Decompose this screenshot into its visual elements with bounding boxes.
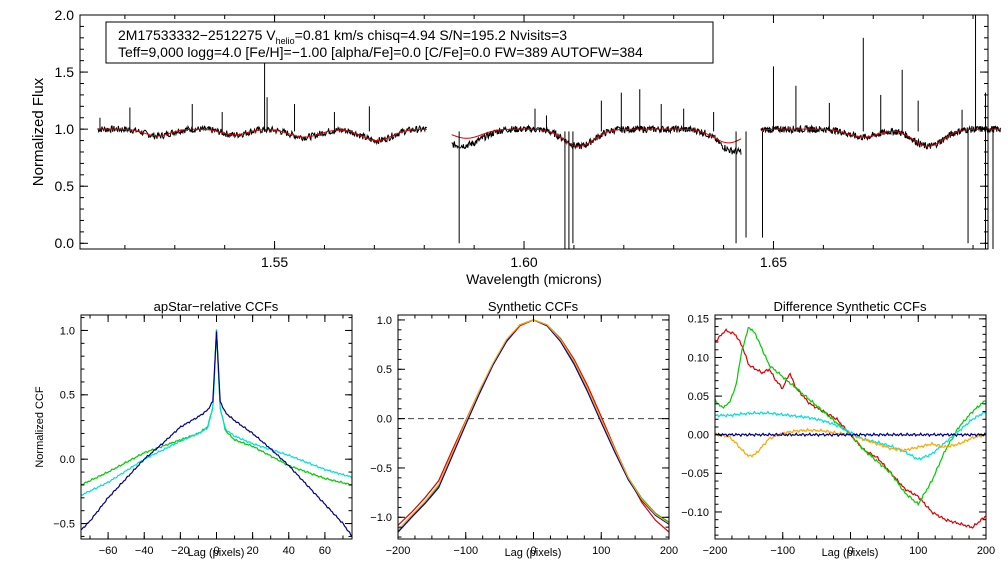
series-line-synthetic-green — [397, 319, 670, 533]
x-tick-label: 40 — [283, 545, 295, 557]
y-tick-label: 2.0 — [55, 7, 75, 23]
y-tick-label: 0.10 — [688, 352, 709, 364]
x-tick-label: 1.60 — [510, 254, 537, 270]
synthetic-ccf-series-layer — [397, 319, 670, 533]
x-tick-label: 1.65 — [760, 254, 787, 270]
series-line-visit-1 — [80, 329, 353, 486]
y-tick-label: −0.05 — [681, 468, 709, 480]
apstar-ccf-title: apStar−relative CCFs — [154, 299, 279, 314]
model-spectrum — [451, 128, 742, 147]
synthetic-ccf-xlabel: Lag (pixels) — [505, 547, 562, 559]
x-tick-label: −100 — [770, 545, 795, 557]
x-tick-label: 200 — [977, 545, 995, 557]
spectrum-plot-frame — [79, 14, 989, 250]
y-tick-label: 0.05 — [688, 391, 709, 403]
y-tick-label: −0.5 — [370, 463, 392, 475]
y-tick-label: 0.5 — [377, 364, 392, 376]
y-tick-label: 0.0 — [377, 413, 392, 425]
y-tick-label: 0.00 — [688, 430, 709, 442]
x-tick-label: 20 — [247, 545, 259, 557]
apstar-ccf-panel: −60 −40 −20 0 20 40 60 −0.5 0.0 0.5 1.0 apStar−rel… — [34, 299, 353, 559]
x-tick-label: 0 — [530, 545, 536, 557]
y-tick-label: 0.15 — [688, 314, 709, 326]
spectrum-panel: 1.55 1.60 1.65 0.0 0.5 1.0 1.5 2.0 2M17533332−2… — [30, 7, 1001, 287]
apstar-ccf-series-layer — [80, 329, 353, 537]
x-tick-label: −100 — [453, 545, 478, 557]
series-line-synthetic-orange — [397, 319, 670, 531]
apstar-ccf-ylabel: Normalized CCF — [34, 386, 46, 468]
y-tick-label: 0.5 — [55, 178, 75, 194]
x-tick-label: 200 — [660, 545, 678, 557]
model-spectrum — [97, 128, 427, 142]
x-tick-label: 1.55 — [261, 254, 288, 270]
y-tick-label: 1.0 — [55, 121, 75, 137]
y-tick-label: 0.0 — [60, 454, 75, 466]
spectrum-info-line1: 2M17533332−2512275 Vhelio=0.81 km/s chis… — [118, 27, 567, 46]
series-line-synthetic-red — [397, 319, 670, 533]
x-tick-label: −200 — [386, 545, 411, 557]
difference-ccf-title: Difference Synthetic CCFs — [774, 299, 927, 314]
apstar-ccf-plot-frame — [80, 314, 353, 540]
x-tick-label: 100 — [909, 545, 927, 557]
y-tick-label: −1.0 — [370, 512, 392, 524]
spectrum-series-layer — [97, 15, 1001, 249]
x-tick-label: 0 — [847, 545, 853, 557]
y-tick-label: 0.5 — [60, 390, 75, 402]
y-tick-label: 0.0 — [55, 235, 75, 251]
synthetic-ccf-axes: −200 −100 0 100 200 −1.0 −0.5 0.0 0.5 1.0 — [370, 315, 678, 557]
x-tick-label: −20 — [171, 545, 190, 557]
series-line-diff-navy — [714, 432, 987, 438]
series-line-visit-3 — [80, 331, 353, 537]
apstar-ccf-xlabel: Lag (pixels) — [188, 547, 245, 559]
series-line-visit-2 — [80, 330, 353, 496]
model-spectrum — [760, 128, 1001, 147]
series-line-diff-green — [714, 326, 987, 507]
synthetic-ccf-title: Synthetic CCFs — [488, 299, 579, 314]
spectrum-info-line2: Teff=9,000 logg=4.0 [Fe/H]=−1.00 [alpha/… — [118, 44, 643, 60]
difference-ccf-xlabel: Lag (pixels) — [822, 547, 879, 559]
observed-spectrum — [451, 124, 742, 155]
y-tick-label: 1.0 — [377, 315, 392, 327]
y-tick-label: −0.5 — [53, 518, 75, 530]
difference-ccf-panel: −200 −100 0 100 200 −0.10 −0.05 0.00 0.05 0.10 0.1… — [681, 299, 995, 559]
y-tick-label: 1.0 — [60, 325, 75, 337]
x-tick-label: −200 — [703, 545, 728, 557]
series-line-diff-red — [714, 328, 987, 529]
x-tick-label: 60 — [319, 545, 331, 557]
y-tick-label: 1.5 — [55, 64, 75, 80]
series-line-synthetic-blue — [397, 319, 670, 533]
synthetic-ccf-plot-frame — [397, 314, 670, 540]
x-tick-label: −40 — [135, 545, 154, 557]
difference-ccf-axes: −200 −100 0 100 200 −0.10 −0.05 0.00 0.05 0.10 0.1… — [681, 314, 995, 557]
observed-spectrum — [97, 124, 428, 146]
series-line-diff-cyan — [714, 410, 987, 461]
spectrum-info-box — [105, 21, 714, 64]
spectrum-ylabel: Normalized Flux — [30, 77, 47, 186]
synthetic-ccf-panel: −200 −100 0 100 200 −1.0 −0.5 0.0 0.5 1.0 Synthet… — [370, 299, 678, 559]
difference-ccf-plot-frame — [714, 314, 987, 540]
spectrum-xlabel: Wavelength (microns) — [466, 271, 602, 287]
y-tick-label: −0.10 — [681, 507, 709, 519]
x-tick-label: 0 — [213, 545, 219, 557]
x-tick-label: 100 — [592, 545, 610, 557]
apstar-ccf-axes: −60 −40 −20 0 20 40 60 −0.5 0.0 0.5 1.0 — [53, 315, 352, 557]
x-tick-label: −60 — [99, 545, 118, 557]
difference-ccf-series-layer — [714, 326, 987, 529]
